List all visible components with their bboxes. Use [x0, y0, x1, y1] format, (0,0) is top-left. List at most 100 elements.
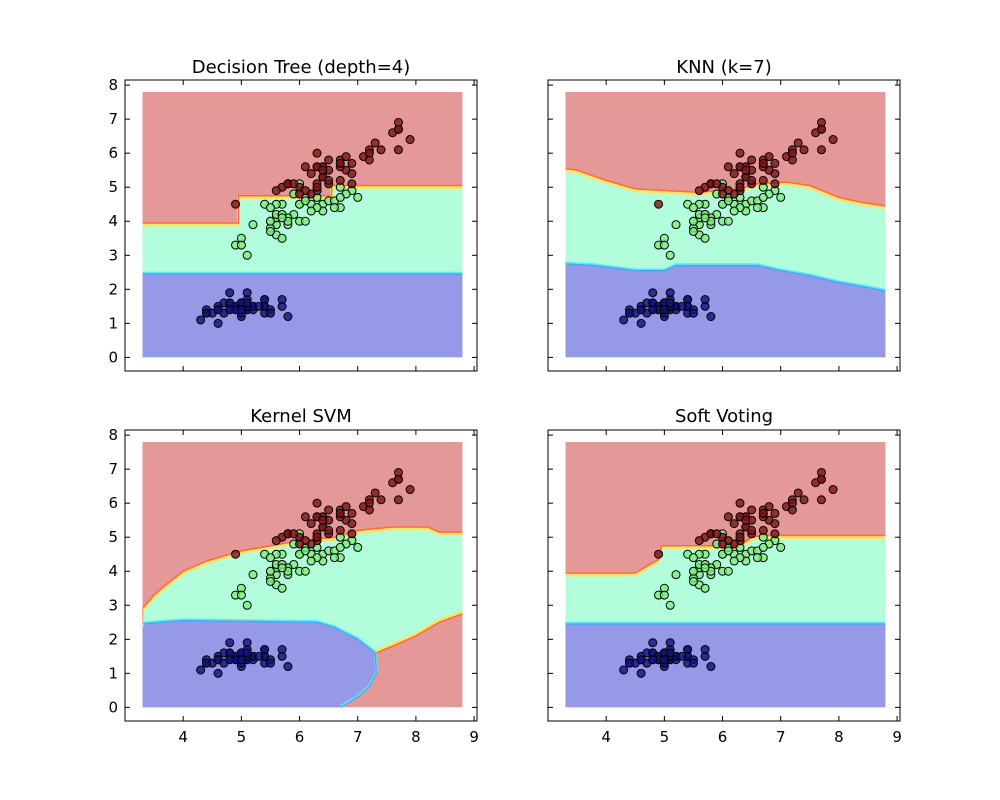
data-point-class-1	[729, 206, 739, 216]
x-tick-label: 8	[411, 728, 421, 746]
data-point-class-2	[770, 179, 780, 189]
data-point-class-1	[353, 542, 363, 552]
data-point-class-2	[393, 495, 403, 505]
data-point-class-1	[665, 250, 675, 260]
data-point-class-1	[277, 213, 287, 223]
data-point-class-0	[283, 662, 293, 672]
data-point-class-0	[636, 318, 646, 328]
data-point-class-0	[659, 305, 669, 315]
data-point-class-0	[636, 655, 646, 665]
y-tick-label: 5	[108, 528, 118, 546]
y-tick-label: 1	[108, 664, 118, 682]
data-point-class-2	[231, 549, 241, 559]
data-point-class-0	[265, 658, 275, 668]
data-point-class-2	[271, 536, 281, 546]
axes-frame	[547, 79, 901, 372]
data-point-class-2	[295, 189, 305, 199]
data-point-class-2	[347, 519, 357, 529]
data-point-class-2	[312, 532, 322, 542]
region-class-0	[565, 624, 886, 708]
y-tick-label: 1	[108, 314, 118, 332]
data-point-class-2	[729, 519, 739, 529]
data-point-class-2	[723, 162, 733, 172]
data-point-class-1	[335, 192, 345, 202]
data-point-class-0	[277, 295, 287, 305]
data-point-class-2	[324, 525, 334, 535]
data-point-class-2	[758, 508, 768, 518]
data-point-class-0	[201, 308, 211, 318]
y-tick-label: 3	[108, 246, 118, 264]
data-point-class-2	[335, 158, 345, 168]
data-point-class-1	[700, 583, 710, 593]
data-point-class-0	[213, 668, 223, 678]
data-point-class-2	[376, 145, 386, 155]
data-point-class-1	[242, 600, 252, 610]
data-point-class-0	[265, 308, 275, 318]
data-point-class-2	[335, 525, 345, 535]
data-point-class-0	[665, 638, 675, 648]
data-point-class-2	[735, 148, 745, 158]
data-point-class-2	[770, 158, 780, 168]
data-point-class-0	[624, 658, 634, 668]
data-point-class-0	[277, 645, 287, 655]
data-point-class-1	[723, 546, 733, 556]
data-point-class-2	[312, 148, 322, 158]
data-point-class-2	[405, 485, 415, 495]
boundary-line	[565, 263, 886, 292]
data-point-class-1	[353, 192, 363, 202]
y-tick-label: 4	[108, 562, 118, 580]
x-tick-label: 4	[178, 728, 188, 746]
y-tick-label: 6	[108, 494, 118, 512]
data-point-class-2	[370, 138, 380, 148]
data-point-class-2	[770, 529, 780, 539]
data-point-class-2	[735, 532, 745, 542]
data-point-class-2	[289, 179, 299, 189]
boundary-line	[376, 613, 463, 654]
data-point-class-2	[341, 502, 351, 512]
data-point-class-2	[816, 495, 826, 505]
data-point-class-2	[318, 515, 328, 525]
data-point-class-2	[324, 175, 334, 185]
data-point-class-1	[300, 566, 310, 576]
data-point-class-2	[295, 539, 305, 549]
subplot-knn: KNN (k=7)	[547, 57, 901, 372]
data-point-class-0	[648, 305, 658, 315]
data-point-class-0	[619, 315, 629, 325]
data-point-class-1	[671, 220, 681, 230]
boundary-line	[142, 618, 378, 708]
data-point-class-2	[393, 474, 403, 484]
data-point-class-2	[300, 162, 310, 172]
data-point-class-1	[265, 203, 275, 213]
data-point-class-2	[370, 488, 380, 498]
data-point-class-0	[242, 638, 252, 648]
x-tick-label: 9	[892, 728, 902, 746]
data-point-class-0	[619, 665, 629, 675]
data-point-class-1	[265, 553, 275, 563]
data-point-class-2	[341, 152, 351, 162]
y-tick-label: 5	[108, 178, 118, 196]
data-point-class-2	[816, 474, 826, 484]
data-point-class-1	[776, 192, 786, 202]
data-point-class-0	[700, 295, 710, 305]
data-point-class-1	[242, 250, 252, 260]
data-point-class-0	[636, 305, 646, 315]
x-tick-label: 7	[353, 728, 363, 746]
y-tick-label: 8	[108, 76, 118, 94]
data-point-class-1	[688, 553, 698, 563]
data-point-class-2	[712, 529, 722, 539]
data-point-class-2	[271, 186, 281, 196]
subplot-decision-tree: Decision Tree (depth=4) 0 1 2 3 4 5 6 7 8	[108, 57, 478, 372]
data-point-class-1	[688, 566, 698, 576]
data-point-class-0	[196, 665, 206, 675]
data-point-class-0	[283, 312, 293, 322]
x-tick-label: 9	[469, 728, 479, 746]
data-point-class-1	[265, 216, 275, 226]
data-point-class-2	[770, 508, 780, 518]
boundary-line	[565, 261, 886, 292]
data-point-class-0	[700, 645, 710, 655]
data-point-class-1	[236, 590, 246, 600]
data-point-class-2	[747, 155, 757, 165]
data-point-class-2	[289, 529, 299, 539]
y-tick-label: 3	[108, 596, 118, 614]
data-point-class-0	[688, 308, 698, 318]
